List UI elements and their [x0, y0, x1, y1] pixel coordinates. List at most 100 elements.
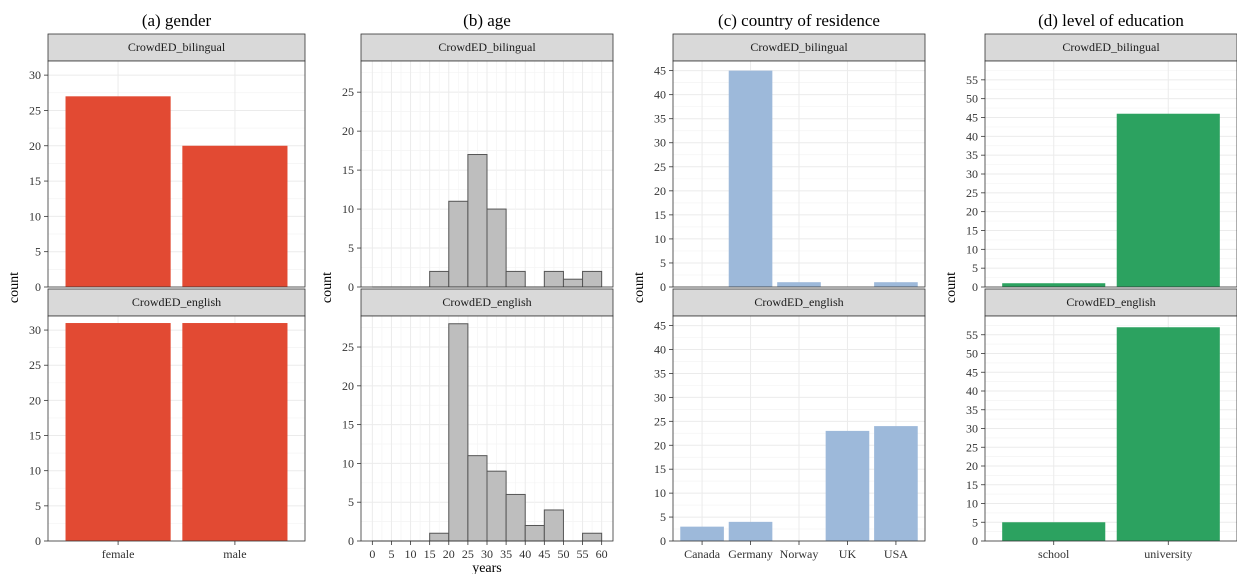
- y-tick-label: 45: [966, 111, 978, 125]
- facet-strip-label: CrowdED_english: [1066, 295, 1155, 309]
- histogram-bar: [448, 200, 469, 288]
- y-tick-label: 40: [966, 384, 978, 398]
- x-tick-label: Canada: [684, 547, 721, 561]
- y-tick-label: 45: [654, 64, 666, 78]
- facet-panel: CrowdED_bilingual 0 5 10 15 20 25 30 35 40 45 50 55: [966, 33, 1237, 294]
- y-tick-label: 40: [654, 343, 666, 357]
- histogram-bar: [467, 154, 488, 288]
- chart-title: (c) country of residence: [718, 11, 880, 30]
- bar: [777, 282, 821, 287]
- y-tick-label: 15: [966, 478, 978, 492]
- y-tick-label: 25: [342, 340, 354, 354]
- facet-strip: [360, 33, 614, 62]
- facet-panel: CrowdED_english 0 5 10 15 20 25 30 35 40 45 50 55 sch…: [966, 288, 1237, 561]
- histogram-bar: [486, 208, 507, 288]
- facet-panel: CrowdED_bilingual 0 5 10 15 20 25: [342, 33, 614, 294]
- y-tick-label: 5: [972, 261, 978, 275]
- x-tick-label: 10: [405, 547, 417, 561]
- chart-4: (d) level of education count CrowdED_bilin…: [944, 11, 1237, 561]
- x-tick-label: UK: [839, 547, 857, 561]
- y-tick-label: 10: [966, 242, 978, 256]
- y-tick-label: 25: [342, 85, 354, 99]
- y-tick-label: 15: [654, 462, 666, 476]
- y-tick-label: 35: [654, 366, 666, 380]
- x-tick-label: 55: [577, 547, 589, 561]
- x-tick-label: 0: [369, 547, 375, 561]
- y-tick-label: 30: [654, 390, 666, 404]
- bar: [728, 70, 773, 287]
- y-tick-label: 10: [29, 464, 41, 478]
- facet-strip: [984, 288, 1237, 317]
- y-tick-label: 20: [654, 184, 666, 198]
- y-tick-label: 45: [966, 365, 978, 379]
- y-tick-label: 0: [660, 280, 666, 294]
- bar: [874, 282, 918, 287]
- y-tick-label: 35: [654, 112, 666, 126]
- histogram-bar: [524, 524, 545, 542]
- y-tick-label: 15: [342, 163, 354, 177]
- y-tick-label: 55: [966, 328, 978, 342]
- y-tick-label: 15: [29, 429, 41, 443]
- y-tick-label: 5: [660, 256, 666, 270]
- histogram-bar: [505, 270, 526, 288]
- x-tick-label: 5: [388, 547, 394, 561]
- y-tick-label: 25: [29, 103, 41, 117]
- x-tick-label: Norway: [780, 547, 819, 561]
- chart-1: (a) gender count CrowdED_bilingual 0 5 10 15 20…: [7, 11, 306, 561]
- histogram-bar: [562, 278, 584, 288]
- chart-3: (c) country of residence count CrowdED_bil…: [632, 11, 926, 561]
- y-tick-label: 25: [654, 160, 666, 174]
- facet-strip: [672, 33, 926, 62]
- y-axis-label: count: [944, 272, 959, 303]
- y-tick-label: 30: [29, 68, 41, 82]
- facet-strip: [47, 33, 306, 62]
- histogram-bar: [582, 270, 603, 288]
- x-tick-label: 50: [557, 547, 569, 561]
- facet-panel: CrowdED_bilingual 0 5 10 15 20 25 30: [29, 33, 306, 294]
- bar: [65, 323, 171, 541]
- panel-border: [47, 315, 306, 542]
- y-tick-label: 0: [35, 534, 41, 548]
- x-tick-label: 35: [500, 547, 512, 561]
- histogram-bar: [429, 270, 450, 288]
- facet-strip-label: CrowdED_english: [442, 295, 531, 309]
- y-tick-label: 0: [660, 534, 666, 548]
- histogram-bar: [486, 470, 507, 542]
- bar: [1002, 283, 1106, 287]
- y-tick-label: 30: [29, 323, 41, 337]
- y-tick-label: 5: [35, 499, 41, 513]
- y-tick-label: 20: [966, 205, 978, 219]
- histogram-bar: [429, 532, 450, 542]
- facet-strip-label: CrowdED_bilingual: [750, 40, 848, 54]
- y-tick-label: 20: [342, 379, 354, 393]
- y-tick-label: 25: [966, 440, 978, 454]
- x-tick-label: Germany: [728, 547, 773, 561]
- chart-title: (a) gender: [142, 11, 212, 30]
- x-tick-label: male: [223, 547, 246, 561]
- panel-border: [672, 60, 926, 288]
- bar: [728, 521, 773, 541]
- bar: [874, 426, 918, 541]
- bar: [1002, 522, 1106, 541]
- chart-title: (b) age: [463, 11, 511, 30]
- facet-strip-label: CrowdED_english: [132, 295, 221, 309]
- y-tick-label: 10: [966, 497, 978, 511]
- y-tick-label: 0: [348, 280, 354, 294]
- y-tick-label: 10: [29, 209, 41, 223]
- x-tick-label: 40: [519, 547, 531, 561]
- y-tick-label: 0: [35, 280, 41, 294]
- y-tick-label: 5: [348, 495, 354, 509]
- y-tick-label: 30: [654, 136, 666, 150]
- histogram-bar: [505, 493, 526, 542]
- bar: [825, 430, 870, 541]
- y-tick-label: 50: [966, 347, 978, 361]
- y-tick-label: 0: [972, 534, 978, 548]
- y-tick-label: 15: [966, 224, 978, 238]
- x-tick-label: 25: [462, 547, 474, 561]
- bar: [1116, 327, 1220, 541]
- x-tick-label: university: [1144, 547, 1192, 561]
- histogram-bar: [467, 455, 488, 542]
- facet-panel: CrowdED_bilingual 0 5 10 15 20 25 30 35 40 45: [654, 33, 926, 294]
- y-tick-label: 5: [35, 245, 41, 259]
